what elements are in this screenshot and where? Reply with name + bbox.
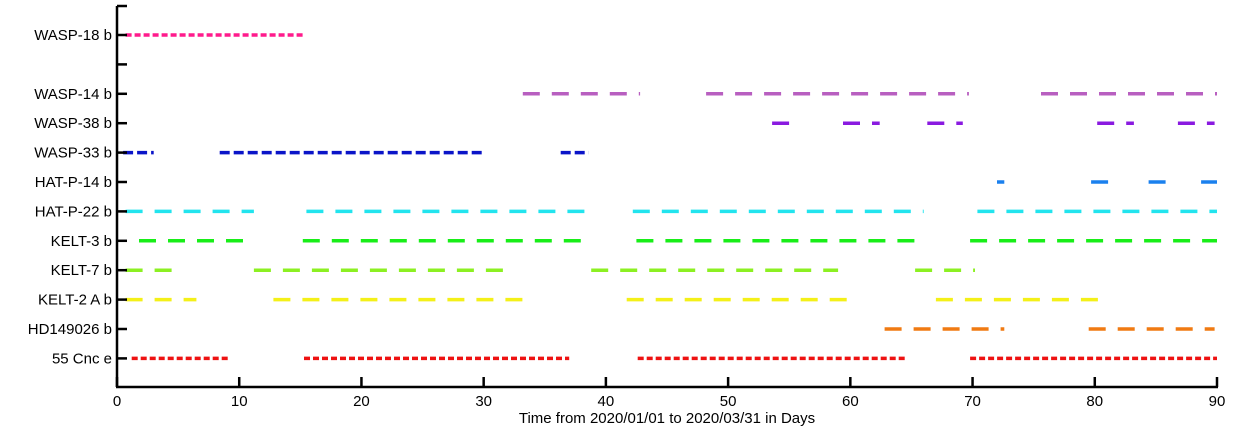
x-tick-label-0: 0 (113, 393, 121, 410)
x-tick-label-9: 90 (1209, 393, 1226, 410)
row-label-0: WASP-18 b (34, 27, 112, 44)
row-label-8: KELT-7 b (51, 262, 112, 279)
row-label-3: WASP-38 b (34, 115, 112, 132)
row-label-5: HAT-P-14 b (35, 174, 112, 191)
row-label-10: HD149026 b (28, 321, 112, 338)
x-tick-label-3: 30 (475, 393, 492, 410)
x-tick-label-5: 50 (720, 393, 737, 410)
x-tick-label-7: 70 (964, 393, 981, 410)
row-label-7: KELT-3 b (51, 233, 112, 250)
x-tick-label-6: 60 (842, 393, 859, 410)
row-label-6: HAT-P-22 b (35, 203, 112, 220)
observation-marks (123, 33, 1217, 361)
x-tick-label-1: 10 (231, 393, 248, 410)
x-tick-label-4: 40 (598, 393, 615, 410)
x-tick-label-8: 80 (1086, 393, 1103, 410)
axes (115, 4, 1219, 389)
row-label-11: 55 Cnc e (52, 350, 112, 367)
row-label-2: WASP-14 b (34, 86, 112, 103)
x-tick-label-2: 20 (353, 393, 370, 410)
x-axis-title: Time from 2020/01/01 to 2020/03/31 in Da… (519, 410, 815, 427)
row-label-4: WASP-33 b (34, 145, 112, 162)
row-label-9: KELT-2 A b (38, 292, 112, 309)
labels: WASP-18 b WASP-14 b WASP-38 b WASP-33 b HAT-… (28, 27, 1226, 427)
